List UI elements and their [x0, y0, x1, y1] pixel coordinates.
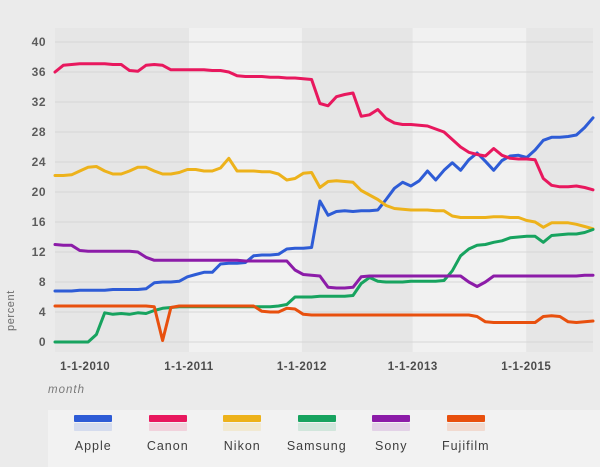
- legend-item-fujifilm[interactable]: Fujifilm: [429, 415, 504, 453]
- legend-item-apple[interactable]: Apple: [56, 415, 131, 453]
- legend-label: Apple: [74, 439, 112, 453]
- y-tick-label-4: 4: [39, 305, 46, 319]
- legend-swatch: [446, 415, 485, 422]
- legend-item-canon[interactable]: Canon: [131, 415, 206, 453]
- series-line-canon: [53, 62, 595, 192]
- legend-swatch-reflection: [148, 423, 187, 431]
- plot-band: [301, 28, 413, 352]
- y-tick-label-16: 16: [32, 215, 46, 229]
- series-line-samsung: [53, 228, 595, 344]
- y-tick-label-0: 0: [39, 335, 46, 349]
- series-line-sony: [53, 243, 595, 290]
- y-tick-label-12: 12: [32, 245, 46, 259]
- x-tick-label-1: 1-1-2011: [164, 361, 214, 373]
- y-tick-label-36: 36: [32, 65, 46, 79]
- plot-band: [526, 28, 593, 352]
- y-tick-label-40: 40: [32, 35, 46, 49]
- plot-band: [412, 28, 527, 352]
- series-line-nikon: [53, 156, 595, 231]
- trend-chart: 0 4 8 12 16 20 24 28 32 36 40 1-1-2010 1-1-2011 1-1-2…: [5, 28, 595, 373]
- y-tick-label-24: 24: [32, 155, 46, 169]
- y-tick-label-28: 28: [32, 125, 46, 139]
- legend-row: Apple Canon Nikon Samsung Sony Fujifilm: [56, 415, 503, 453]
- legend-item-nikon[interactable]: Nikon: [205, 415, 280, 453]
- y-tick-label-20: 20: [32, 185, 46, 199]
- series-line-fujifilm: [53, 304, 595, 342]
- legend-swatch: [148, 415, 187, 422]
- legend-label: Samsung: [286, 439, 347, 453]
- legend-item-sony[interactable]: Sony: [354, 415, 429, 453]
- x-tick-label-4: 1-1-2015: [501, 361, 551, 373]
- legend-swatch-reflection: [372, 423, 411, 431]
- y-axis-title: percent: [5, 290, 17, 331]
- x-axis-title: month: [48, 384, 85, 396]
- y-tick-label-8: 8: [39, 275, 46, 289]
- x-tick-label-2: 1-1-2012: [277, 361, 327, 373]
- legend-swatch: [74, 415, 113, 422]
- legend-swatch-reflection: [446, 423, 485, 431]
- x-tick-label-0: 1-1-2010: [60, 361, 110, 373]
- legend-swatch: [372, 415, 411, 422]
- legend-swatch: [297, 415, 336, 422]
- legend-swatch-reflection: [74, 423, 113, 431]
- series-line-apple: [53, 116, 595, 293]
- legend-swatch-reflection: [223, 423, 262, 431]
- legend-label: Canon: [146, 439, 189, 453]
- legend-panel: Apple Canon Nikon Samsung Sony Fujifilm: [48, 410, 600, 467]
- legend-swatch: [223, 415, 262, 422]
- legend-label: Sony: [375, 439, 408, 453]
- legend-label: Nikon: [223, 439, 261, 453]
- legend-item-samsung[interactable]: Samsung: [280, 415, 355, 453]
- plot-band: [188, 28, 302, 352]
- plot-band: [55, 28, 189, 352]
- y-tick-label-32: 32: [32, 95, 46, 109]
- legend-label: Fujifilm: [441, 439, 490, 453]
- legend-swatch-reflection: [297, 423, 336, 431]
- x-tick-label-3: 1-1-2013: [388, 361, 438, 373]
